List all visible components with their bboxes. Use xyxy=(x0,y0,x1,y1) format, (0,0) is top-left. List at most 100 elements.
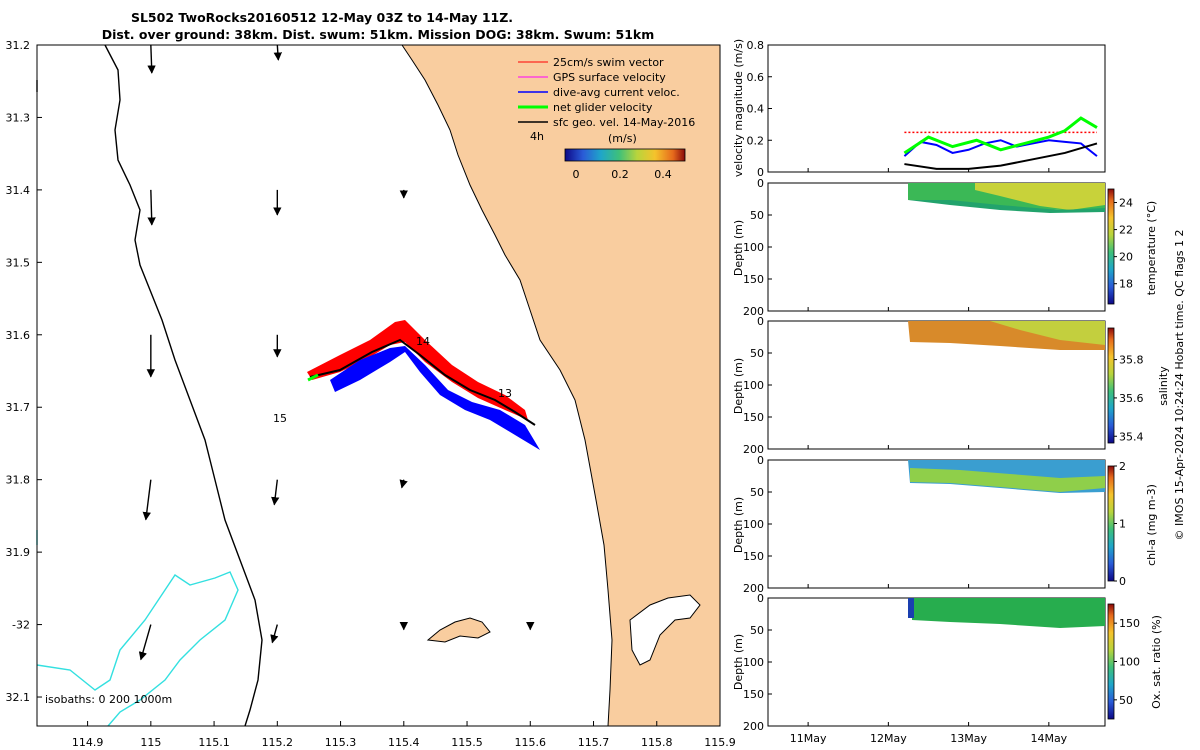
depth-tick-label: 150 xyxy=(743,688,764,701)
velocity-series-dive xyxy=(903,139,1098,157)
map-xtick-label: 114.9 xyxy=(72,736,104,749)
map-xtick-label: 115.5 xyxy=(451,736,483,749)
colorbar-tick-label: 50 xyxy=(1119,694,1133,707)
map-frame xyxy=(36,44,721,727)
temperature-warm-layer xyxy=(975,183,1105,210)
depth-tick-label: 0 xyxy=(757,592,764,605)
title-line-2: Dist. over ground: 38km. Dist. swum: 51k… xyxy=(102,27,655,42)
swim-vectors xyxy=(307,320,528,420)
map-ytick-label: 31.4 xyxy=(6,184,31,197)
coastline xyxy=(401,44,613,727)
time-tick-label: 14May xyxy=(1030,732,1067,745)
colorbar-tick-2: 0.4 xyxy=(654,168,672,181)
isobath-label: isobaths: 0 200 1000m xyxy=(45,693,172,706)
land-mass xyxy=(402,45,720,726)
salinity-colorbar-label: salinity xyxy=(1157,366,1170,406)
colorbar-tick-label: 35.4 xyxy=(1119,430,1144,443)
time-tick-label: 12May xyxy=(870,732,907,745)
geo-velocity-arrow xyxy=(270,624,279,644)
chla-colorbar xyxy=(1107,465,1115,582)
map-legend: 25cm/s swim vector GPS surface velocity … xyxy=(518,56,695,129)
colorbar-tick-0: 0 xyxy=(573,168,580,181)
map-ytick-label: 32.1 xyxy=(6,691,31,704)
depth-tick-label: 100 xyxy=(743,656,764,669)
velocity-ytick-label: 0.4 xyxy=(747,103,765,116)
velocity-series-geo xyxy=(904,142,1098,170)
depth-tick-label: 200 xyxy=(743,582,764,595)
salinity-colorbar xyxy=(1107,327,1115,444)
day-label-14: 14 xyxy=(416,335,430,348)
isobath-200 xyxy=(104,44,263,727)
map-ytick-label: 31.5 xyxy=(6,256,31,269)
map-ytick-label: 31.9 xyxy=(6,546,31,559)
map-panel: 15 14 13 114.9 115 115.1 115.2 115.3 115.4 115… xyxy=(6,39,736,749)
day-label-13: 13 xyxy=(498,387,512,400)
depth-tick-label: 150 xyxy=(743,550,764,563)
oxygen-ylabel: Depth (m) xyxy=(732,634,745,690)
oxygen-field xyxy=(912,598,1105,628)
velocity-ytick-label: 0.8 xyxy=(747,39,765,52)
island xyxy=(426,617,491,643)
colorbar-tick-label: 2 xyxy=(1119,460,1126,473)
colorbar-tick-label: 35.6 xyxy=(1119,392,1144,405)
velocity-series-net xyxy=(903,116,1098,155)
chla-ylabel: Depth (m) xyxy=(732,497,745,553)
depth-tick-label: 100 xyxy=(743,518,764,531)
section-temperature: Depth (m) temperature (°C) xyxy=(732,182,1158,312)
temperature-ylabel: Depth (m) xyxy=(732,220,745,276)
map-ytick-label: 31.2 xyxy=(6,39,31,52)
map-xtick-label: 115.7 xyxy=(578,736,610,749)
salinity-fresh-layer xyxy=(990,321,1105,345)
glider-track xyxy=(307,320,540,450)
depth-tick-label: 50 xyxy=(750,209,764,222)
colorbar-tick-label: 20 xyxy=(1119,251,1133,264)
colorbar-tick-label: 1 xyxy=(1119,518,1126,531)
legend-dive: dive-avg current veloc. xyxy=(553,86,680,99)
map-xtick-label: 115.3 xyxy=(325,736,357,749)
depth-tick-label: 100 xyxy=(743,379,764,392)
depth-tick-label: 50 xyxy=(750,347,764,360)
velocity-frame xyxy=(767,44,1106,173)
colorbar-tick-label: 150 xyxy=(1119,617,1140,630)
map-ytick-label: 31.8 xyxy=(6,474,31,487)
net-velocity xyxy=(307,373,319,382)
chla-colorbar-label: chl-a (mg m-3) xyxy=(1145,484,1158,566)
velocity-ytick-label: 0.6 xyxy=(747,71,765,84)
depth-tick-label: 200 xyxy=(743,720,764,733)
geo-velocity-vectors xyxy=(138,44,535,661)
map-ytick-label: 31.7 xyxy=(6,401,31,414)
depth-tick-label: 0 xyxy=(757,177,764,190)
map-ytick-label: -32 xyxy=(12,619,30,632)
geo-velocity-arrow xyxy=(271,479,280,506)
map-y-ticks: 31.2 31.3 31.4 31.5 31.6 31.7 31.8 31.9 -32 32.1 xyxy=(6,39,42,704)
velocity-series xyxy=(903,116,1098,170)
map-xtick-label: 115.4 xyxy=(388,736,420,749)
colorbar-tick-label: 18 xyxy=(1119,278,1133,291)
map-ytick-label: 31.3 xyxy=(6,111,31,124)
scale-label: 4h xyxy=(530,130,544,143)
time-tick-label: 11May xyxy=(790,732,827,745)
map-colorbar xyxy=(564,148,686,162)
geo-velocity-arrow xyxy=(273,44,283,61)
geo-velocity-arrow xyxy=(399,479,408,489)
velocity-ytick-label: 0.2 xyxy=(747,134,765,147)
colorbar-tick-1: 0.2 xyxy=(611,168,629,181)
colorbar-tick-label: 24 xyxy=(1119,197,1133,210)
section-oxygen: Depth (m) Ox. sat. ratio (%) xyxy=(732,597,1163,727)
depth-tick-label: 50 xyxy=(750,624,764,637)
temperature-colorbar xyxy=(1107,188,1115,305)
map-xtick-label: 115.1 xyxy=(198,736,230,749)
estuary xyxy=(629,594,701,666)
depth-tick-label: 50 xyxy=(750,486,764,499)
section-chla: Depth (m) chl-a (mg m-3) xyxy=(732,459,1158,589)
depth-tick-label: 200 xyxy=(743,443,764,456)
geo-velocity-arrow xyxy=(147,189,156,226)
temperature-colorbar-label: temperature (°C) xyxy=(1145,201,1158,295)
colorbar-tick-label: 22 xyxy=(1119,224,1133,237)
time-tick-label: 13May xyxy=(950,732,987,745)
footer-credit: © IMOS 15-Apr-2024 10:24:24 Hobart time.… xyxy=(1173,230,1186,541)
legend-swim: 25cm/s swim vector xyxy=(553,56,664,69)
glider-path xyxy=(309,338,536,426)
depth-tick-label: 200 xyxy=(743,305,764,318)
